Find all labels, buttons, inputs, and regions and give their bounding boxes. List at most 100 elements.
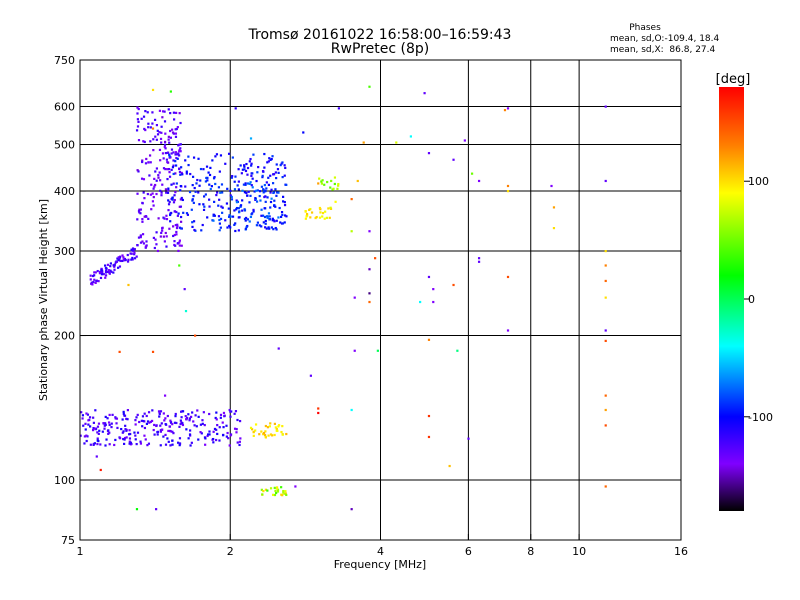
echo-point (167, 167, 171, 171)
echo-point (126, 418, 129, 421)
echo-point (432, 288, 435, 291)
echo-point (178, 167, 181, 170)
echo-point (163, 240, 166, 243)
echo-point (456, 349, 459, 352)
echo-point (143, 197, 146, 200)
stats-line-o: mean, sd,O:-109.4, 18.4 (610, 34, 720, 44)
echo-point (184, 159, 187, 162)
echo-point (128, 437, 132, 440)
echo-point (215, 153, 219, 156)
echo-point (228, 408, 231, 412)
echo-point (108, 431, 111, 434)
echo-point (213, 214, 216, 217)
echo-point (270, 197, 273, 200)
echo-point (145, 157, 148, 161)
echo-point (106, 263, 110, 266)
echo-point (114, 438, 117, 442)
echo-point (168, 175, 172, 178)
echo-point (131, 247, 135, 250)
echo-point (172, 234, 175, 238)
echo-point (141, 415, 145, 418)
echo-point (262, 431, 266, 435)
echo-point (265, 215, 268, 218)
echo-point (174, 132, 178, 135)
echo-point (116, 257, 119, 260)
echo-point (162, 412, 165, 415)
echo-point (133, 257, 137, 260)
echo-point (275, 194, 278, 197)
echo-point (138, 208, 141, 211)
echo-point (113, 263, 116, 266)
echo-point (276, 191, 279, 194)
echo-point (280, 430, 283, 434)
echo-point (110, 270, 113, 273)
echo-point (427, 275, 431, 279)
echo-point (269, 206, 272, 209)
echo-point (246, 173, 249, 176)
echo-point (128, 429, 131, 432)
echo-point (218, 426, 221, 429)
echo-point (153, 246, 156, 250)
echo-point (97, 280, 100, 283)
echo-point (604, 329, 607, 332)
echo-point (172, 225, 175, 228)
echo-point (277, 425, 280, 428)
echo-point (157, 174, 160, 177)
echo-point (121, 431, 124, 434)
echo-point (242, 183, 246, 186)
echo-point (285, 183, 288, 186)
echo-point (221, 434, 225, 437)
echo-point (282, 491, 285, 494)
echo-point (110, 425, 113, 429)
echo-point (227, 437, 230, 440)
echo-point (269, 174, 272, 177)
echo-point (135, 416, 138, 419)
echo-point (171, 166, 175, 169)
echo-point (318, 206, 322, 210)
echo-point (150, 419, 154, 423)
echo-point (427, 414, 431, 418)
echo-point (222, 426, 225, 429)
echo-point (193, 228, 196, 232)
echo-point (195, 182, 198, 185)
echo-point (142, 115, 146, 118)
echo-point (178, 239, 181, 242)
echo-point (146, 111, 149, 114)
echo-point (89, 278, 92, 281)
echo-point (243, 217, 247, 221)
echo-point (368, 230, 371, 233)
echo-point (113, 268, 116, 271)
echo-point (279, 164, 282, 167)
echo-point (160, 131, 163, 134)
echo-point (267, 176, 270, 179)
echo-point (178, 244, 181, 247)
echo-point (503, 109, 507, 112)
echo-point (185, 172, 188, 175)
echo-point (162, 157, 165, 160)
echo-point (239, 437, 242, 440)
echo-point (185, 170, 188, 173)
echo-point (215, 193, 218, 197)
echo-point (318, 177, 321, 180)
echo-point (133, 251, 136, 255)
echo-point (249, 194, 252, 197)
echo-point (285, 432, 288, 436)
echo-point (155, 124, 159, 127)
echo-point (175, 156, 178, 160)
echo-point (174, 135, 178, 138)
echo-point (169, 419, 172, 422)
echo-point (194, 414, 197, 417)
echo-point (136, 218, 139, 221)
echo-point (212, 219, 215, 222)
echo-point (233, 209, 236, 212)
echo-point (168, 153, 171, 156)
echo-point (140, 177, 144, 180)
echo-point (197, 438, 200, 441)
echo-point (179, 173, 182, 176)
echo-point (201, 223, 204, 227)
echo-point (85, 434, 88, 437)
echo-point (146, 192, 149, 196)
echo-point (260, 208, 263, 211)
echo-point (272, 228, 275, 231)
echo-point (171, 439, 174, 442)
